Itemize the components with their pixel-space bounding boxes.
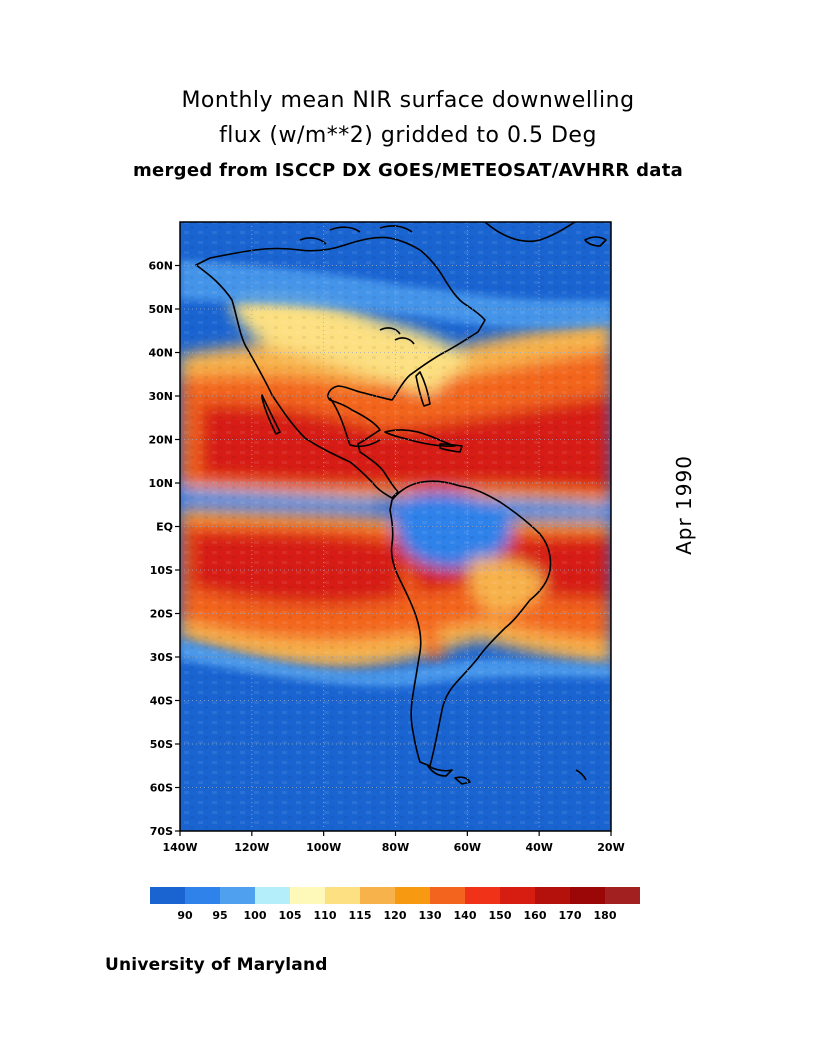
lat-tick-label: 70S bbox=[150, 825, 173, 838]
coast-great-lakes bbox=[379, 327, 415, 345]
gridlines bbox=[180, 222, 611, 831]
lat-tick-label: 10N bbox=[148, 477, 173, 490]
colorbar-label: 150 bbox=[489, 909, 512, 922]
colorbar-swatch bbox=[465, 887, 500, 904]
colorbar-label: 95 bbox=[212, 909, 227, 922]
colorbar-label: 130 bbox=[419, 909, 442, 922]
colorbar-label: 100 bbox=[244, 909, 267, 922]
coast-north-america bbox=[195, 236, 486, 499]
colorbar-label: 170 bbox=[559, 909, 582, 922]
lat-tick-label: 40N bbox=[148, 347, 173, 360]
lat-tick-label: 30N bbox=[148, 390, 173, 403]
title-line-1: Monthly mean NIR surface downwelling bbox=[181, 88, 635, 113]
colorbar-label: 160 bbox=[524, 909, 547, 922]
colorbar-label: 105 bbox=[279, 909, 302, 922]
colorbar-swatch bbox=[325, 887, 360, 904]
coast-cuba bbox=[384, 429, 456, 447]
lat-tick-label: 60S bbox=[150, 782, 173, 795]
coast-south-georgia bbox=[575, 769, 587, 781]
title-line-3: merged from ISCCP DX GOES/METEOSAT/AVHRR… bbox=[132, 160, 684, 181]
coastlines bbox=[195, 222, 607, 785]
colorbar-swatch bbox=[185, 887, 220, 904]
coast-south-america bbox=[389, 480, 552, 767]
colorbar-label: 140 bbox=[454, 909, 477, 922]
colorbar-swatch bbox=[150, 887, 185, 904]
colorbar-label: 90 bbox=[177, 909, 193, 922]
coast-tierra-del-fuego bbox=[427, 765, 453, 777]
lat-tick-label: EQ bbox=[156, 521, 173, 534]
coast-arctic-isles bbox=[299, 225, 413, 245]
lon-tick-label: 40W bbox=[525, 841, 552, 854]
coast-florida bbox=[415, 371, 431, 407]
colorbar-label: 180 bbox=[594, 909, 617, 922]
colorbar-label: 110 bbox=[314, 909, 337, 922]
lat-tick-label: 20N bbox=[148, 434, 173, 447]
colorbar-swatch bbox=[360, 887, 395, 904]
lon-tick-label: 140W bbox=[162, 841, 197, 854]
coast-iceland bbox=[584, 236, 607, 247]
credit-label: University of Maryland bbox=[105, 955, 328, 975]
flux-field bbox=[180, 222, 611, 831]
colorbar-label: 115 bbox=[349, 909, 372, 922]
colorbar-swatch bbox=[430, 887, 465, 904]
coast-hispaniola bbox=[439, 443, 463, 453]
colorbar-swatch bbox=[570, 887, 605, 904]
coast-baja bbox=[261, 394, 281, 435]
lon-tick-label: 20W bbox=[597, 841, 624, 854]
month-label: Apr 1990 bbox=[672, 455, 696, 555]
colorbar-swatch bbox=[220, 887, 255, 904]
lat-tick-label: 10S bbox=[150, 564, 173, 577]
lon-tick-label: 80W bbox=[382, 841, 409, 854]
coast-falklands bbox=[454, 776, 471, 785]
lon-tick-label: 120W bbox=[234, 841, 269, 854]
latitude-axis: 60N 50N 40N 30N 20N 10N EQ 10S 20S 30S 40S 50S 60S 70… bbox=[148, 260, 180, 838]
colorbar-swatch bbox=[255, 887, 290, 904]
colorbar: 90 95 100 105 110 115 120 130 140 150 160 170 180 bbox=[150, 887, 640, 922]
lat-tick-label: 50N bbox=[148, 303, 173, 316]
title-line-2: flux (w/m**2) gridded to 0.5 Deg bbox=[219, 123, 597, 148]
lat-tick-label: 30S bbox=[150, 651, 173, 664]
colorbar-swatch bbox=[605, 887, 640, 904]
lat-tick-label: 60N bbox=[148, 260, 173, 273]
lat-tick-label: 50S bbox=[150, 738, 173, 751]
lat-tick-label: 20S bbox=[150, 608, 173, 621]
colorbar-swatch bbox=[535, 887, 570, 904]
longitude-axis: 140W 120W 100W 80W 60W 40W 20W bbox=[162, 831, 625, 854]
coast-greenland bbox=[484, 222, 576, 242]
colorbar-swatch bbox=[290, 887, 325, 904]
colorbar-swatch bbox=[500, 887, 535, 904]
lon-tick-label: 60W bbox=[454, 841, 481, 854]
lon-tick-label: 100W bbox=[306, 841, 341, 854]
coast-gulf bbox=[329, 397, 381, 448]
colorbar-label: 120 bbox=[384, 909, 407, 922]
lat-tick-label: 40S bbox=[150, 695, 173, 708]
colorbar-swatch bbox=[395, 887, 430, 904]
